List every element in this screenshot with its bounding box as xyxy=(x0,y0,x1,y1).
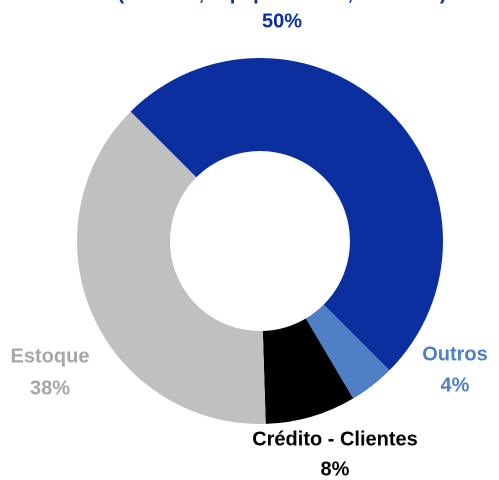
slice-label: Outros xyxy=(422,343,488,365)
slice-label: (Imóveis, Equipamentos, Veículos) xyxy=(118,0,447,4)
slice xyxy=(130,57,443,371)
slice xyxy=(305,304,390,399)
slice-label: Estoque xyxy=(11,345,90,367)
value-label: 8% xyxy=(321,458,350,480)
slice xyxy=(77,111,266,424)
slice xyxy=(262,318,354,424)
value-label: 4% xyxy=(441,374,470,396)
value-label: 50% xyxy=(262,10,302,32)
slice-label: Crédito - Clientes xyxy=(252,428,418,450)
value-label: 38% xyxy=(30,377,70,399)
